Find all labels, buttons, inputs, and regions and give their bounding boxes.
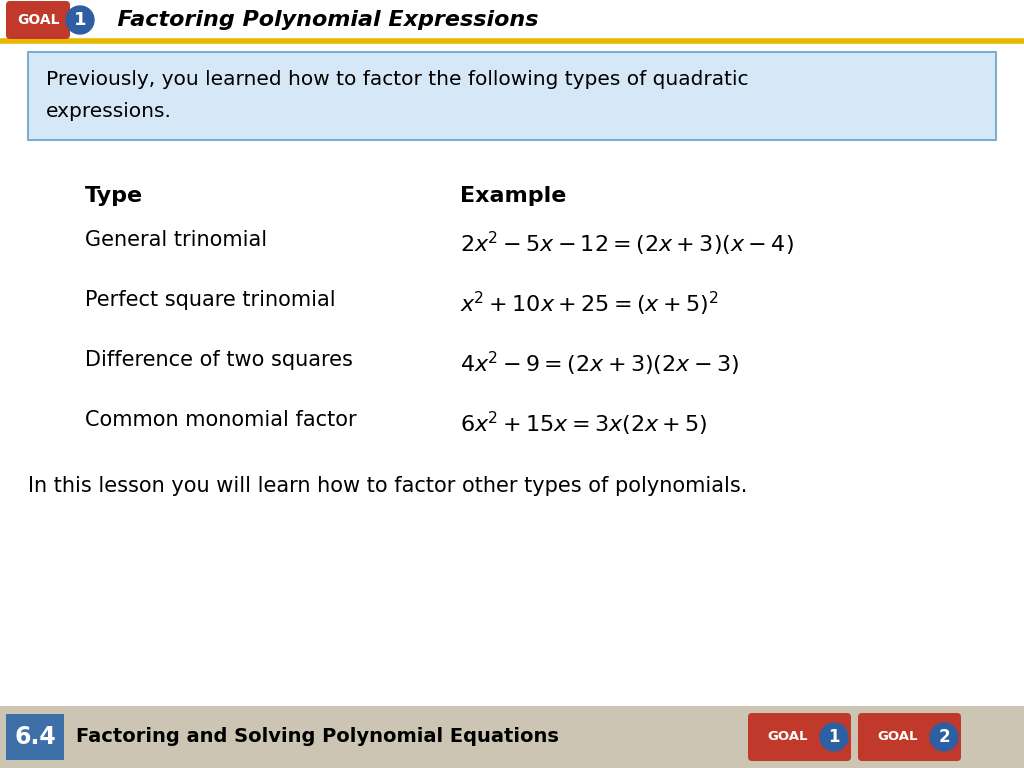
Text: Factoring Polynomial Expressions: Factoring Polynomial Expressions <box>102 10 539 30</box>
Text: Example: Example <box>460 186 566 206</box>
Text: expressions.: expressions. <box>46 102 172 121</box>
Text: $\mathbf{\mathit{x}}^2 + 10\mathbf{\mathit{x}} + 25 = (\mathbf{\mathit{x}} + 5)^: $\mathbf{\mathit{x}}^2 + 10\mathbf{\math… <box>460 290 719 318</box>
Text: Type: Type <box>85 186 143 206</box>
Text: 2: 2 <box>938 728 950 746</box>
Text: Previously, you learned how to factor the following types of quadratic: Previously, you learned how to factor th… <box>46 70 749 89</box>
Text: Common monomial factor: Common monomial factor <box>85 410 356 430</box>
Text: 1: 1 <box>828 728 840 746</box>
Text: $6\mathbf{\mathit{x}}^2 + 15\mathbf{\mathit{x}} = 3\mathbf{\mathit{x}}(2\mathbf{: $6\mathbf{\mathit{x}}^2 + 15\mathbf{\mat… <box>460 410 708 439</box>
FancyBboxPatch shape <box>28 52 996 140</box>
Text: Factoring and Solving Polynomial Equations: Factoring and Solving Polynomial Equatio… <box>76 727 559 746</box>
FancyBboxPatch shape <box>0 0 1024 40</box>
Text: In this lesson you will learn how to factor other types of polynomials.: In this lesson you will learn how to fac… <box>28 476 748 496</box>
Circle shape <box>820 723 848 751</box>
Text: General trinomial: General trinomial <box>85 230 267 250</box>
FancyBboxPatch shape <box>0 706 1024 768</box>
FancyBboxPatch shape <box>6 714 63 760</box>
Text: Difference of two squares: Difference of two squares <box>85 350 353 370</box>
Text: 6.4: 6.4 <box>14 725 56 749</box>
Text: GOAL: GOAL <box>878 730 919 743</box>
Text: GOAL: GOAL <box>16 13 59 27</box>
Circle shape <box>66 6 94 34</box>
Text: GOAL: GOAL <box>768 730 808 743</box>
Circle shape <box>930 723 958 751</box>
Text: $4\mathbf{\mathit{x}}^2 - 9 = (2\mathbf{\mathit{x}} + 3) (2\mathbf{\mathit{x}} -: $4\mathbf{\mathit{x}}^2 - 9 = (2\mathbf{… <box>460 350 739 378</box>
FancyBboxPatch shape <box>858 713 961 761</box>
FancyBboxPatch shape <box>6 1 70 39</box>
FancyBboxPatch shape <box>748 713 851 761</box>
Text: Perfect square trinomial: Perfect square trinomial <box>85 290 336 310</box>
Text: 1: 1 <box>74 11 86 29</box>
Text: $2\mathbf{\mathit{x}}^2 - 5\mathbf{\mathit{x}} - 12 = (2\mathbf{\mathit{x}} +3)(: $2\mathbf{\mathit{x}}^2 - 5\mathbf{\math… <box>460 230 794 258</box>
